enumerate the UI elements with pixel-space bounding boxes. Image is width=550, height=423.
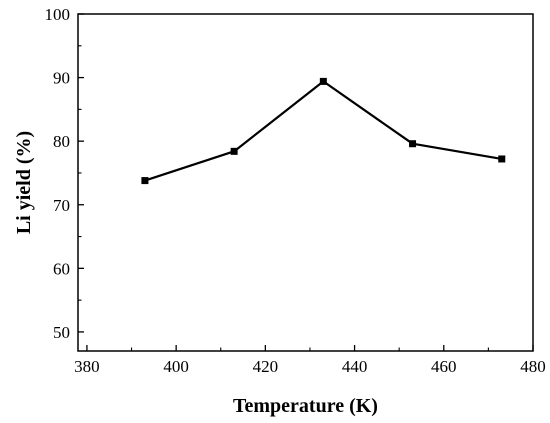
data-point-marker: [498, 155, 506, 163]
x-axis-ticks: 380 400 420 440 460 480: [74, 345, 546, 376]
x-tick-label: 480: [520, 357, 546, 376]
y-axis-title: Li yield (%): [13, 131, 35, 234]
x-tick-label: 420: [253, 357, 279, 376]
y-tick-label: 50: [53, 323, 70, 342]
x-tick-label: 400: [163, 357, 189, 376]
data-point-marker: [319, 77, 327, 85]
plot-border: [77, 13, 534, 352]
y-tick-label: 80: [53, 132, 70, 151]
y-tick-label: 90: [53, 69, 70, 88]
y-tick-label: 70: [53, 196, 70, 215]
x-tick-label: 440: [342, 357, 368, 376]
y-axis-ticks: 50 60 70 80 90 100: [45, 5, 84, 342]
data-point-marker: [230, 147, 238, 155]
data-point-marker: [409, 140, 417, 148]
x-tick-label: 460: [431, 357, 457, 376]
plot-frame: [77, 13, 534, 352]
data-point-marker: [141, 177, 149, 185]
y-tick-label: 100: [45, 5, 71, 24]
series-line: [144, 80, 502, 182]
x-tick-label: 380: [74, 357, 100, 376]
y-tick-label: 60: [53, 259, 70, 278]
series-group: [141, 77, 506, 185]
x-axis-title: Temperature (K): [233, 395, 378, 417]
